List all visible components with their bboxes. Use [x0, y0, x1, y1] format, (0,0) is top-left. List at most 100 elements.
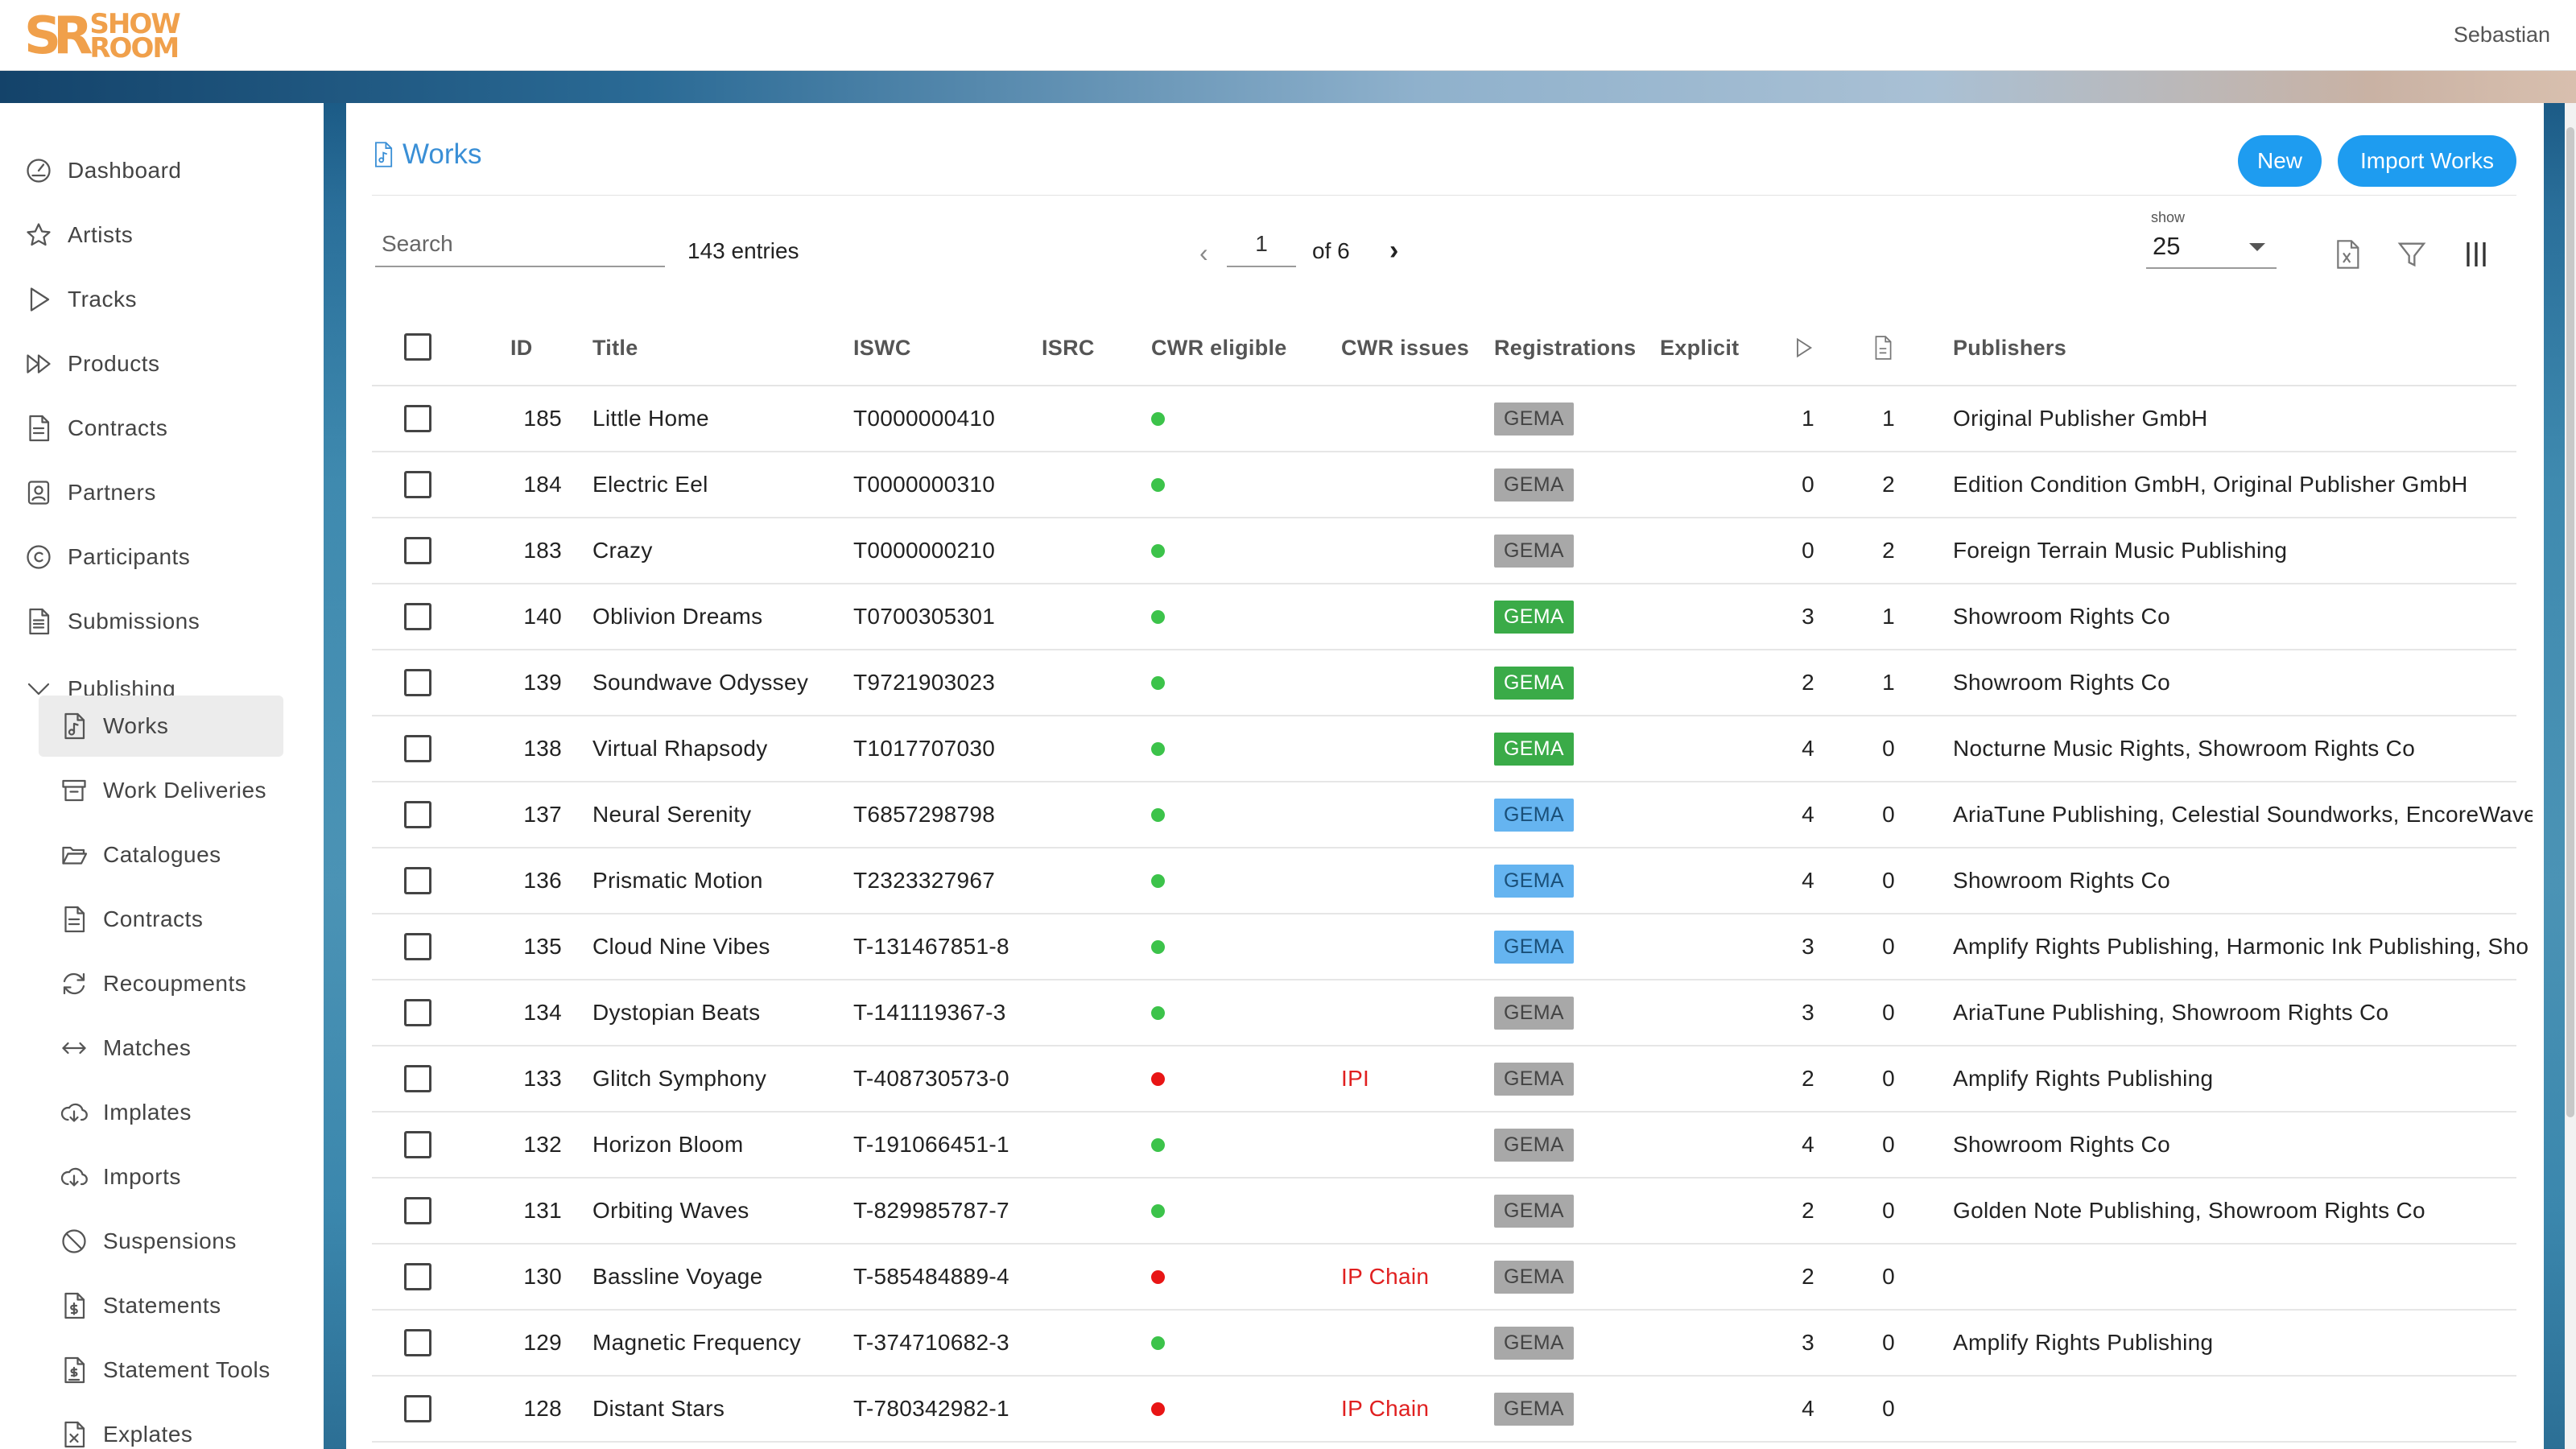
registration-badge[interactable]: GEMA: [1494, 666, 1574, 700]
row-checkbox[interactable]: [404, 1131, 431, 1158]
search-input[interactable]: [375, 222, 665, 267]
columns-icon[interactable]: [2460, 238, 2492, 270]
table-row[interactable]: 128 Distant Stars T-780342982-1 IP Chain GEM…: [372, 1377, 2516, 1443]
import-works-button[interactable]: Import Works: [2338, 135, 2516, 187]
select-all-checkbox[interactable]: [404, 333, 431, 361]
table-row[interactable]: 130 Bassline Voyage T-585484889-4 IP Chain G…: [372, 1245, 2516, 1311]
sidebar-subitem-statement-tools[interactable]: Statement Tools: [39, 1340, 283, 1401]
row-checkbox[interactable]: [404, 669, 431, 696]
col-cwr-eligible[interactable]: CWR eligible: [1151, 335, 1287, 360]
sidebar-subitem-implates[interactable]: Implates: [39, 1082, 283, 1143]
cell-title[interactable]: Oblivion Dreams: [592, 604, 763, 629]
row-checkbox[interactable]: [404, 801, 431, 828]
col-documents[interactable]: [1872, 309, 1893, 386]
registration-badge[interactable]: GEMA: [1494, 600, 1574, 634]
table-row[interactable]: 140 Oblivion Dreams T0700305301 GEMA 3 1 Showr…: [372, 584, 2516, 650]
cell-title[interactable]: Glitch Symphony: [592, 1066, 767, 1091]
row-checkbox[interactable]: [404, 1329, 431, 1356]
table-row[interactable]: 135 Cloud Nine Vibes T-131467851-8 GEMA 3 0 Am…: [372, 914, 2529, 980]
registration-badge[interactable]: GEMA: [1494, 468, 1574, 502]
sidebar-item-submissions[interactable]: Submissions: [24, 597, 200, 646]
registration-badge[interactable]: GEMA: [1494, 732, 1574, 766]
col-id[interactable]: ID: [510, 335, 533, 360]
cell-title[interactable]: Orbiting Waves: [592, 1198, 749, 1223]
page-size-select[interactable]: 25: [2146, 225, 2277, 269]
new-button[interactable]: New: [2238, 135, 2322, 187]
cell-title[interactable]: Cloud Nine Vibes: [592, 934, 770, 959]
col-tracks[interactable]: [1792, 309, 1814, 386]
sidebar-item-participants[interactable]: Participants: [24, 533, 190, 581]
table-row[interactable]: 138 Virtual Rhapsody T1017707030 GEMA 4 0 Noct…: [372, 716, 2516, 782]
table-row[interactable]: 129 Magnetic Frequency T-374710682-3 GEMA 3 0…: [372, 1311, 2516, 1377]
page-number-input[interactable]: [1227, 222, 1296, 267]
registration-badge[interactable]: GEMA: [1494, 1194, 1574, 1228]
table-row[interactable]: 132 Horizon Bloom T-191066451-1 GEMA 4 0 Showr…: [372, 1113, 2516, 1179]
row-checkbox[interactable]: [404, 471, 431, 498]
row-checkbox[interactable]: [404, 603, 431, 630]
cell-title[interactable]: Prismatic Motion: [592, 868, 763, 893]
cell-title[interactable]: Dystopian Beats: [592, 1000, 761, 1025]
scrollbar[interactable]: [2565, 103, 2576, 1449]
cell-title[interactable]: Neural Serenity: [592, 802, 752, 827]
sidebar-item-tracks[interactable]: Tracks: [24, 275, 137, 324]
excel-export-icon[interactable]: [2331, 238, 2363, 270]
registration-badge[interactable]: GEMA: [1494, 996, 1574, 1030]
registration-badge[interactable]: GEMA: [1494, 798, 1574, 832]
col-title[interactable]: Title: [592, 335, 638, 360]
col-isrc[interactable]: ISRC: [1042, 335, 1095, 360]
sidebar-item-products[interactable]: Products: [24, 340, 160, 388]
row-checkbox[interactable]: [404, 1395, 431, 1422]
table-row[interactable]: 134 Dystopian Beats T-141119367-3 GEMA 3 0 Ari…: [372, 980, 2516, 1046]
registration-badge[interactable]: GEMA: [1494, 864, 1574, 898]
table-row[interactable]: 185 Little Home T0000000410 GEMA 1 1 Original …: [372, 386, 2516, 452]
user-name[interactable]: Sebastian: [2453, 23, 2550, 47]
sidebar-subitem-matches[interactable]: Matches: [39, 1018, 283, 1079]
registration-badge[interactable]: GEMA: [1494, 1326, 1574, 1360]
sidebar-subitem-works[interactable]: Works: [39, 696, 283, 757]
cell-title[interactable]: Magnetic Frequency: [592, 1330, 802, 1355]
table-row[interactable]: 139 Soundwave Odyssey T9721903023 GEMA 2 1 Sho…: [372, 650, 2516, 716]
row-checkbox[interactable]: [404, 999, 431, 1026]
scrollbar-thumb[interactable]: [2566, 127, 2574, 1117]
row-checkbox[interactable]: [404, 405, 431, 432]
row-checkbox[interactable]: [404, 735, 431, 762]
col-registrations[interactable]: Registrations: [1494, 335, 1637, 360]
sidebar-subitem-imports[interactable]: Imports: [39, 1146, 283, 1208]
row-checkbox[interactable]: [404, 1065, 431, 1092]
next-page-button[interactable]: ›: [1389, 235, 1399, 266]
table-row[interactable]: 131 Orbiting Waves T-829985787-7 GEMA 2 0 Gold…: [372, 1179, 2516, 1245]
sidebar-item-partners[interactable]: Partners: [24, 469, 156, 517]
filter-icon[interactable]: [2396, 238, 2428, 270]
cell-title[interactable]: Soundwave Odyssey: [592, 670, 809, 695]
registration-badge[interactable]: GEMA: [1494, 1260, 1574, 1294]
sidebar-subitem-work-deliveries[interactable]: Work Deliveries: [39, 760, 283, 821]
sidebar-item-contracts[interactable]: Contracts: [24, 404, 167, 452]
registration-badge[interactable]: GEMA: [1494, 534, 1574, 568]
cell-title[interactable]: Horizon Bloom: [592, 1132, 744, 1157]
cell-title[interactable]: Electric Eel: [592, 472, 708, 497]
col-cwr-issues[interactable]: CWR issues: [1341, 335, 1470, 360]
col-publishers[interactable]: Publishers: [1953, 335, 2067, 360]
table-row[interactable]: 137 Neural Serenity T6857298798 GEMA 4 0 AriaT…: [372, 782, 2533, 848]
sidebar-subitem-suspensions[interactable]: Suspensions: [39, 1211, 283, 1272]
showroom-logo[interactable]: SR SHOW ROOM: [24, 6, 181, 66]
sidebar-subitem-explates[interactable]: Explates: [39, 1404, 283, 1449]
cell-title[interactable]: Little Home: [592, 406, 709, 431]
cell-title[interactable]: Crazy: [592, 538, 653, 563]
registration-badge[interactable]: GEMA: [1494, 1128, 1574, 1162]
sidebar-subitem-catalogues[interactable]: Catalogues: [39, 824, 283, 886]
sidebar-subitem-recoupments[interactable]: Recoupments: [39, 953, 283, 1014]
cell-title[interactable]: Virtual Rhapsody: [592, 736, 768, 761]
sidebar-subitem-contracts[interactable]: Contracts: [39, 889, 283, 950]
table-row[interactable]: 136 Prismatic Motion T2323327967 GEMA 4 0 Show…: [372, 848, 2516, 914]
row-checkbox[interactable]: [404, 537, 431, 564]
registration-badge[interactable]: GEMA: [1494, 402, 1574, 436]
row-checkbox[interactable]: [404, 933, 431, 960]
table-row[interactable]: 183 Crazy T0000000210 GEMA 0 2 Foreign Terrain…: [372, 518, 2516, 584]
cell-title[interactable]: Distant Stars: [592, 1396, 725, 1421]
col-iswc[interactable]: ISWC: [853, 335, 911, 360]
col-explicit[interactable]: Explicit: [1660, 335, 1740, 360]
registration-badge[interactable]: GEMA: [1494, 1392, 1574, 1426]
row-checkbox[interactable]: [404, 867, 431, 894]
cell-title[interactable]: Bassline Voyage: [592, 1264, 763, 1289]
